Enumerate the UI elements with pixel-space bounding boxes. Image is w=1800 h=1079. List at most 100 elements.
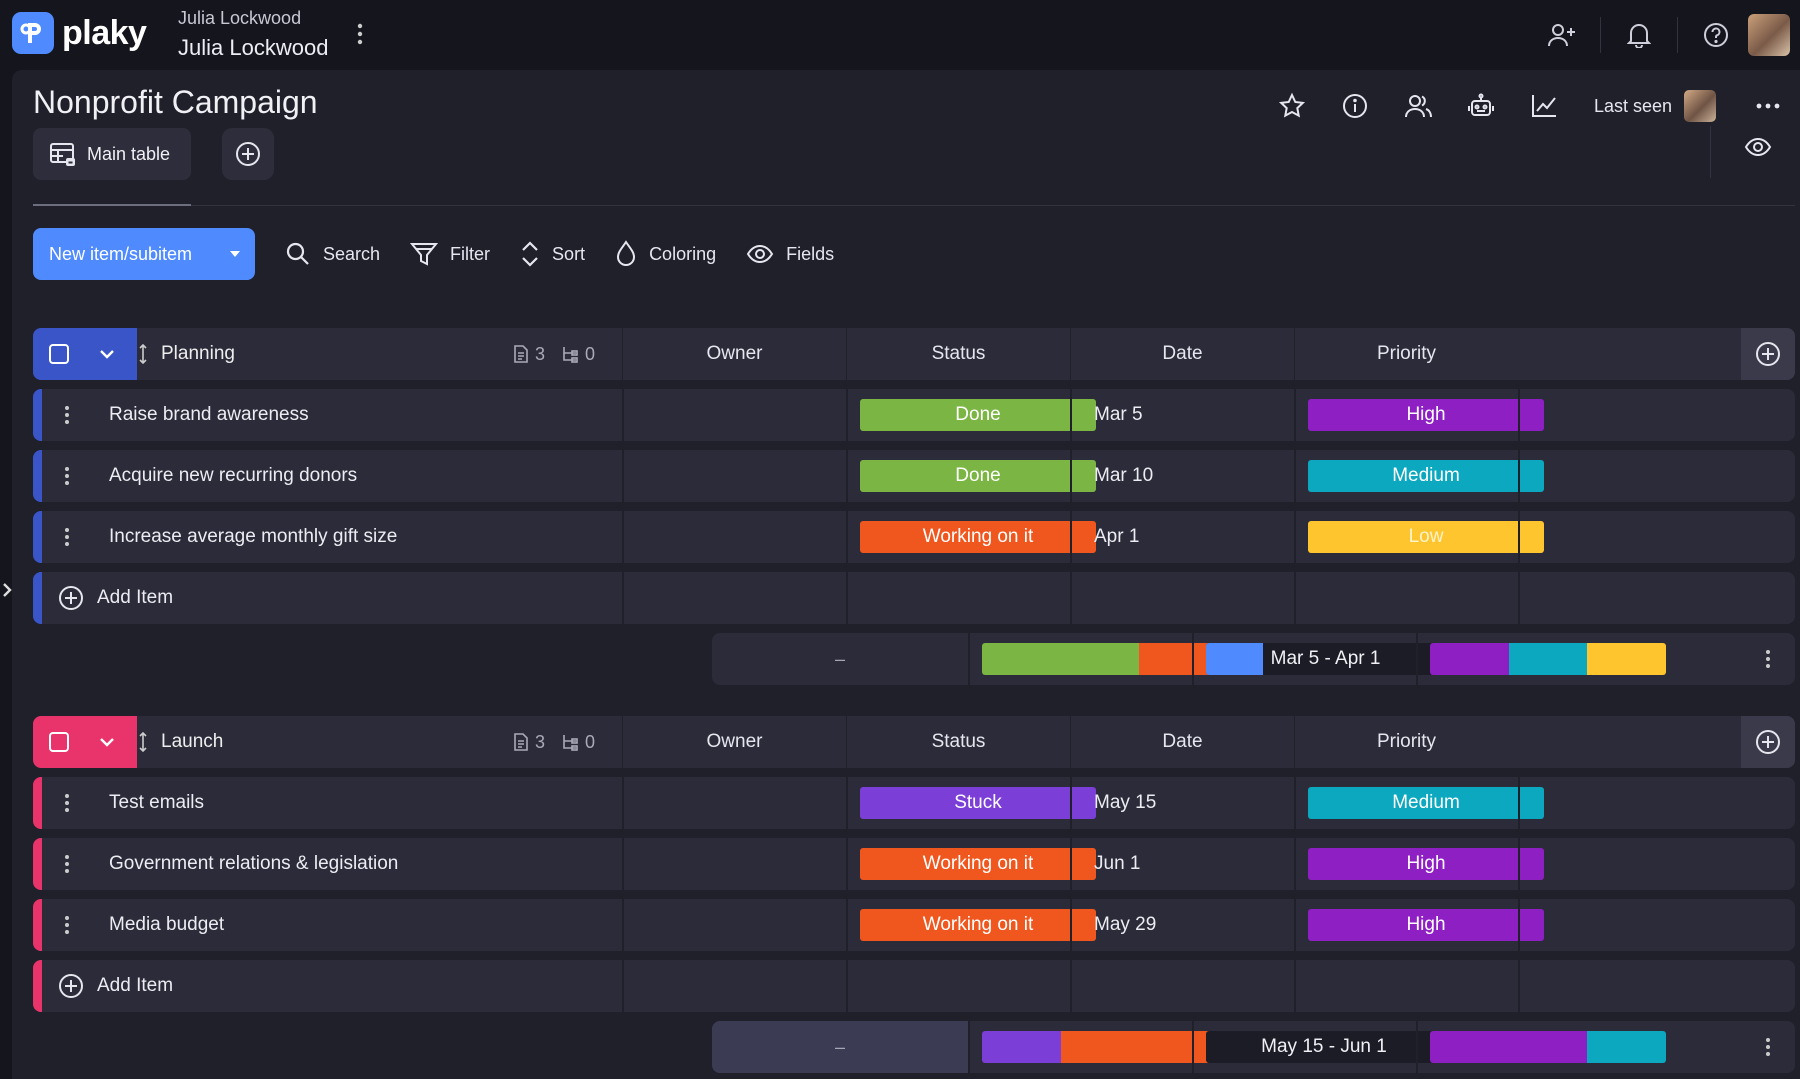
add-item-row[interactable]: Add Item bbox=[33, 960, 1795, 1012]
group-name[interactable]: Planning bbox=[161, 343, 235, 364]
status-distribution-bar[interactable] bbox=[982, 643, 1218, 675]
add-item-row[interactable]: Add Item bbox=[33, 572, 1795, 624]
hide-views-eye-icon[interactable] bbox=[1744, 136, 1772, 163]
filter-button[interactable]: Filter bbox=[410, 241, 490, 267]
search-icon bbox=[286, 242, 309, 265]
status-cell[interactable]: Working on it bbox=[846, 511, 1096, 563]
date-range-bar[interactable]: Mar 5 - Apr 1 bbox=[1206, 643, 1442, 675]
tab-main-table[interactable]: Main table bbox=[33, 128, 191, 180]
column-header-status[interactable]: Status bbox=[846, 328, 1070, 380]
collapse-group-chevron-icon[interactable] bbox=[99, 349, 115, 359]
owner-cell[interactable] bbox=[622, 838, 846, 890]
column-header-date[interactable]: Date bbox=[1070, 328, 1294, 380]
priority-summary-cell bbox=[1416, 1021, 1666, 1073]
collapse-group-chevron-icon[interactable] bbox=[99, 737, 115, 747]
fields-button[interactable]: Fields bbox=[746, 243, 834, 265]
expand-sidebar-chevron-icon[interactable] bbox=[0, 578, 14, 607]
summary-menu-icon[interactable] bbox=[1741, 1021, 1795, 1073]
priority-cell[interactable]: High bbox=[1294, 838, 1544, 890]
board-more-options-icon[interactable] bbox=[1756, 97, 1780, 115]
column-header-owner[interactable]: Owner bbox=[622, 328, 846, 380]
table-row[interactable]: Increase average monthly gift size Worki… bbox=[33, 511, 1795, 563]
status-distribution-bar[interactable] bbox=[982, 1031, 1218, 1063]
priority-cell[interactable]: High bbox=[1294, 389, 1544, 441]
item-name[interactable]: Media budget bbox=[109, 914, 225, 935]
drag-handle-icon[interactable] bbox=[139, 344, 147, 364]
date-range-bar[interactable]: May 15 - Jun 1 bbox=[1206, 1031, 1442, 1063]
help-icon[interactable] bbox=[1693, 12, 1739, 58]
row-menu-icon[interactable] bbox=[64, 527, 70, 547]
status-cell[interactable]: Working on it bbox=[846, 838, 1096, 890]
priority-distribution-bar[interactable] bbox=[1430, 1031, 1666, 1063]
date-cell[interactable]: Jun 1 bbox=[1070, 838, 1294, 890]
search-button[interactable]: Search bbox=[285, 241, 380, 267]
board-analytics-chart-icon[interactable] bbox=[1522, 84, 1566, 128]
date-cell[interactable]: May 29 bbox=[1070, 899, 1294, 951]
table-row[interactable]: Media budget Working on it May 29 High bbox=[33, 899, 1795, 951]
date-cell[interactable]: Mar 10 bbox=[1070, 450, 1294, 502]
board-members-icon[interactable] bbox=[1396, 84, 1440, 128]
column-header-status[interactable]: Status bbox=[846, 716, 1070, 768]
item-name[interactable]: Government relations & legislation bbox=[109, 853, 399, 874]
item-name[interactable]: Test emails bbox=[109, 792, 205, 813]
group-header-planning: Planning 3 0 Owner Status Date Priority bbox=[33, 328, 1795, 380]
row-menu-icon[interactable] bbox=[64, 854, 70, 874]
invite-user-icon[interactable] bbox=[1539, 12, 1585, 58]
owner-cell[interactable] bbox=[622, 899, 846, 951]
date-cell[interactable]: May 15 bbox=[1070, 777, 1294, 829]
column-header-owner[interactable]: Owner bbox=[622, 716, 846, 768]
last-seen-avatar[interactable] bbox=[1684, 90, 1716, 122]
table-row[interactable]: Raise brand awareness Done Mar 5 High bbox=[33, 389, 1795, 441]
new-item-button[interactable]: New item/subitem bbox=[33, 228, 255, 280]
column-header-priority[interactable]: Priority bbox=[1294, 328, 1518, 380]
group-select-checkbox[interactable] bbox=[49, 344, 69, 364]
status-cell[interactable]: Working on it bbox=[846, 899, 1096, 951]
priority-cell[interactable]: Medium bbox=[1294, 777, 1544, 829]
drag-handle-icon[interactable] bbox=[139, 732, 147, 752]
priority-cell[interactable]: High bbox=[1294, 899, 1544, 951]
row-menu-icon[interactable] bbox=[64, 793, 70, 813]
date-cell[interactable]: Mar 5 bbox=[1070, 389, 1294, 441]
column-header-date[interactable]: Date bbox=[1070, 716, 1294, 768]
owner-cell[interactable] bbox=[622, 389, 846, 441]
date-value: Jun 1 bbox=[1094, 853, 1141, 874]
status-cell[interactable]: Done bbox=[846, 389, 1096, 441]
add-view-button[interactable] bbox=[222, 128, 274, 180]
workspace-menu-icon[interactable] bbox=[356, 22, 364, 51]
notifications-bell-icon[interactable] bbox=[1616, 12, 1662, 58]
summary-menu-icon[interactable] bbox=[1741, 633, 1795, 685]
owner-cell[interactable] bbox=[622, 777, 846, 829]
group-select-checkbox[interactable] bbox=[49, 732, 69, 752]
priority-distribution-bar[interactable] bbox=[1430, 643, 1666, 675]
add-column-button[interactable] bbox=[1741, 716, 1795, 768]
status-cell[interactable]: Done bbox=[846, 450, 1096, 502]
workspace-switcher[interactable]: Julia Lockwood Julia Lockwood bbox=[178, 8, 328, 61]
owner-cell[interactable] bbox=[622, 511, 846, 563]
status-cell[interactable]: Stuck bbox=[846, 777, 1096, 829]
table-row[interactable]: Acquire new recurring donors Done Mar 10… bbox=[33, 450, 1795, 502]
dropdown-caret-icon[interactable] bbox=[229, 250, 241, 258]
app-logo[interactable]: plaky bbox=[12, 12, 147, 54]
automations-robot-icon[interactable] bbox=[1459, 84, 1503, 128]
priority-cell[interactable]: Low bbox=[1294, 511, 1544, 563]
date-cell[interactable]: Apr 1 bbox=[1070, 511, 1294, 563]
item-name[interactable]: Acquire new recurring donors bbox=[109, 465, 358, 486]
group-name[interactable]: Launch bbox=[161, 731, 224, 752]
user-avatar[interactable] bbox=[1748, 14, 1790, 56]
table-row[interactable]: Test emails Stuck May 15 Medium bbox=[33, 777, 1795, 829]
add-column-button[interactable] bbox=[1741, 328, 1795, 380]
row-menu-icon[interactable] bbox=[64, 405, 70, 425]
item-name[interactable]: Raise brand awareness bbox=[109, 404, 309, 425]
coloring-button[interactable]: Coloring bbox=[615, 240, 716, 268]
favorite-star-icon[interactable] bbox=[1270, 84, 1314, 128]
last-seen-label[interactable]: Last seen bbox=[1593, 95, 1672, 116]
priority-cell[interactable]: Medium bbox=[1294, 450, 1544, 502]
row-menu-icon[interactable] bbox=[64, 466, 70, 486]
sort-button[interactable]: Sort bbox=[520, 240, 585, 268]
table-row[interactable]: Government relations & legislation Worki… bbox=[33, 838, 1795, 890]
owner-cell[interactable] bbox=[622, 450, 846, 502]
board-info-icon[interactable] bbox=[1333, 84, 1377, 128]
item-name[interactable]: Increase average monthly gift size bbox=[109, 526, 398, 547]
row-menu-icon[interactable] bbox=[64, 915, 70, 935]
column-header-priority[interactable]: Priority bbox=[1294, 716, 1518, 768]
